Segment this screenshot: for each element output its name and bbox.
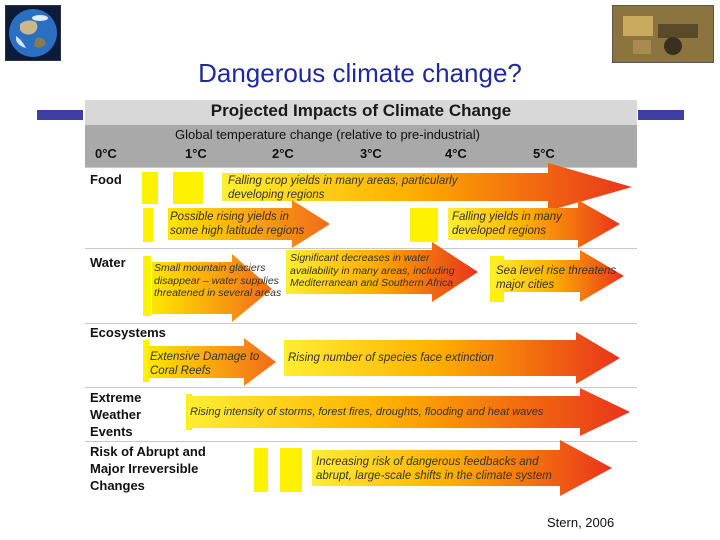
impact-text-abrupt-1: Increasing risk of dangerous feedbacks a… — [316, 456, 552, 482]
chart-title: Projected Impacts of Climate Change — [210, 101, 512, 120]
tick-5: 5°C — [533, 146, 555, 161]
arrow-food-3 — [448, 200, 620, 248]
yellow-block — [143, 256, 151, 316]
yellow-block — [143, 208, 153, 242]
arrow-food-2 — [168, 200, 330, 248]
source-credit: Stern, 2006 — [547, 515, 615, 530]
temperature-band — [85, 125, 637, 167]
right-accent-bar — [638, 110, 684, 120]
left-accent-bar — [37, 110, 83, 120]
impact-text-food-2: Possible rising yields in some high lati… — [170, 211, 305, 237]
row-label-ecosystems: Ecosystems — [90, 325, 166, 340]
yellow-block — [143, 340, 149, 382]
arrow-abrupt-1 — [312, 440, 612, 496]
tick-2: 2°C — [272, 146, 294, 161]
slide-title: Dangerous climate change? — [198, 58, 522, 88]
impact-text-food-1: Falling crop yields in many areas, parti… — [228, 175, 458, 201]
arrow-food-1 — [222, 163, 632, 211]
arrow-eco-1 — [148, 338, 276, 386]
yellow-block — [280, 448, 302, 492]
yellow-block — [410, 208, 438, 242]
impact-text-water-2: Significant decreases in water availabil… — [290, 252, 455, 289]
tick-3: 3°C — [360, 146, 382, 161]
temperature-caption: Global temperature change (relative to p… — [175, 127, 480, 142]
arrow-eco-2 — [284, 332, 620, 384]
row-label-food: Food — [90, 172, 122, 187]
earth-image — [5, 5, 61, 61]
tick-4: 4°C — [445, 146, 467, 161]
yellow-block — [254, 448, 268, 492]
impact-text-water-3: Sea level rise threatens major cities — [496, 265, 617, 291]
row-label-abrupt-changes: Risk of Abrupt and Major Irreversible Ch… — [90, 444, 206, 493]
arrow-water-3 — [492, 250, 624, 302]
yellow-block — [173, 172, 203, 204]
arrow-water-2 — [286, 242, 478, 302]
impact-text-eco-2: Rising number of species face extinction — [288, 352, 494, 364]
equipment-photo — [612, 5, 714, 63]
impact-text-eco-1: Extensive Damage to Coral Reefs — [150, 351, 260, 377]
tick-0: 0°C — [95, 146, 117, 161]
row-label-water: Water — [90, 255, 126, 270]
row-label-extreme-weather: Extreme Weather Events — [90, 390, 142, 439]
impact-text-food-3: Falling yields in many developed regions — [452, 211, 562, 237]
arrow-water-1 — [152, 254, 272, 322]
impact-text-water-1: Small mountain glaciers disappear – wate… — [154, 262, 282, 299]
yellow-block — [142, 172, 158, 204]
tick-1: 1°C — [185, 146, 207, 161]
impact-text-weather-1: Rising intensity of storms, forest fires… — [190, 406, 544, 418]
arrow-weather-1 — [188, 388, 630, 436]
